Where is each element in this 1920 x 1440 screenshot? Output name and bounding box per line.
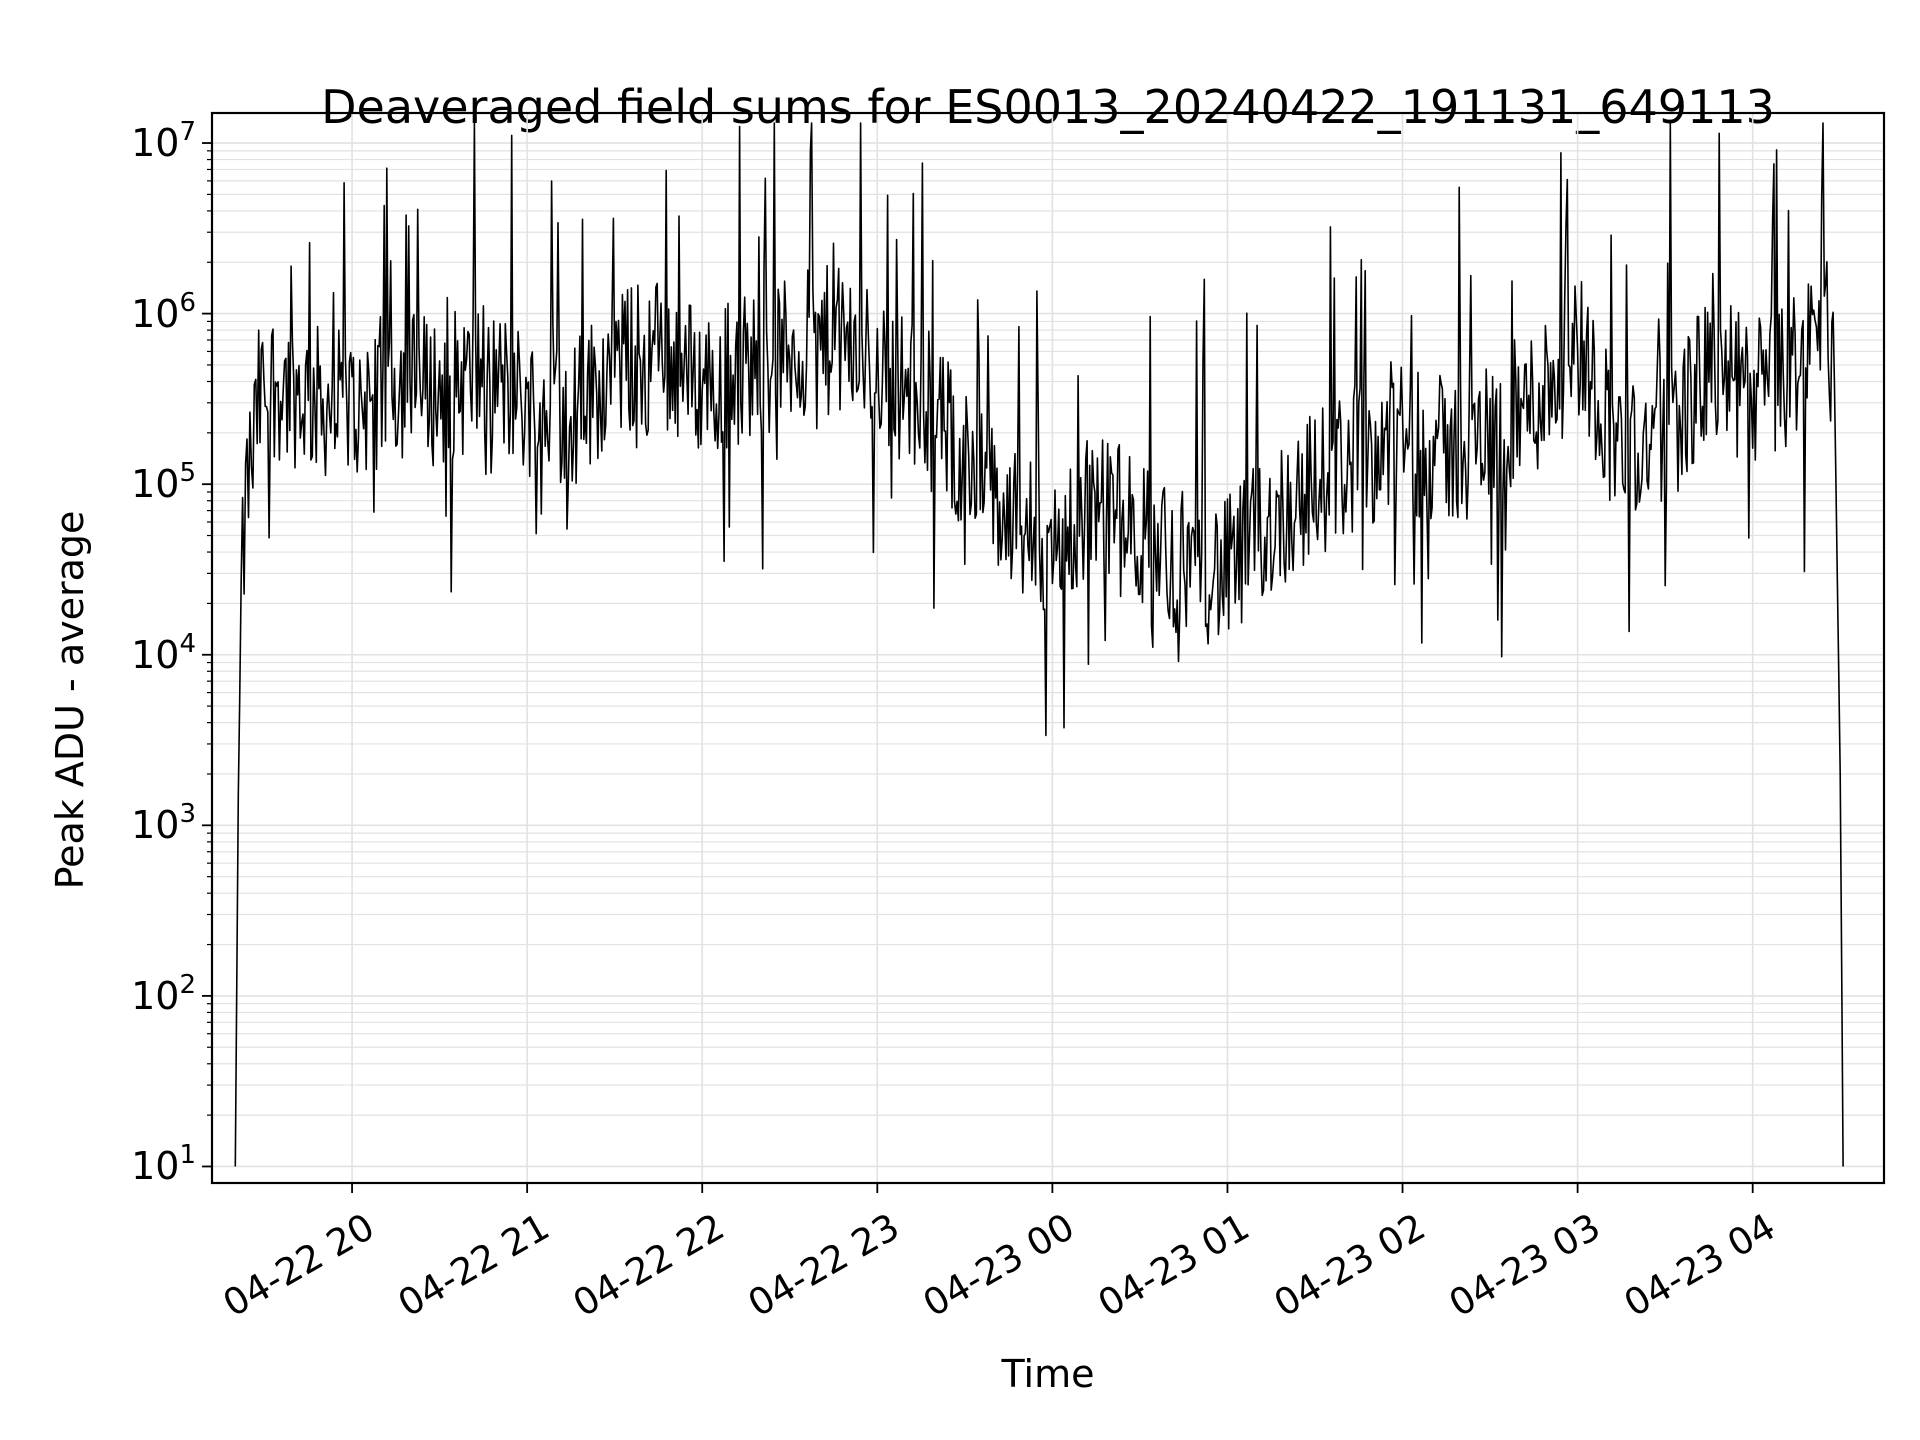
y-tick-label: 103 (131, 799, 196, 848)
y-tick-label: 107 (131, 117, 196, 166)
grid-lines (212, 113, 1884, 1183)
chart-title: Deaveraged field sums for ES0013_2024042… (321, 80, 1775, 134)
y-axis-label: Peak ADU - average (48, 510, 92, 890)
y-tick-label: 101 (131, 1140, 196, 1189)
series-line (234, 122, 1844, 1167)
plot-frame (210, 111, 1886, 1185)
y-tick-label: 102 (131, 969, 196, 1018)
y-tick-label: 105 (131, 458, 196, 507)
y-tick-label: 106 (131, 287, 196, 336)
axis-ticks (202, 142, 1754, 1193)
x-axis-label: Time (1001, 1352, 1095, 1396)
y-tick-label: 104 (131, 628, 196, 677)
